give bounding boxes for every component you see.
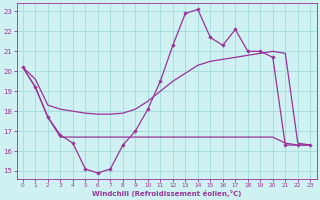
X-axis label: Windchill (Refroidissement éolien,°C): Windchill (Refroidissement éolien,°C) xyxy=(92,190,241,197)
